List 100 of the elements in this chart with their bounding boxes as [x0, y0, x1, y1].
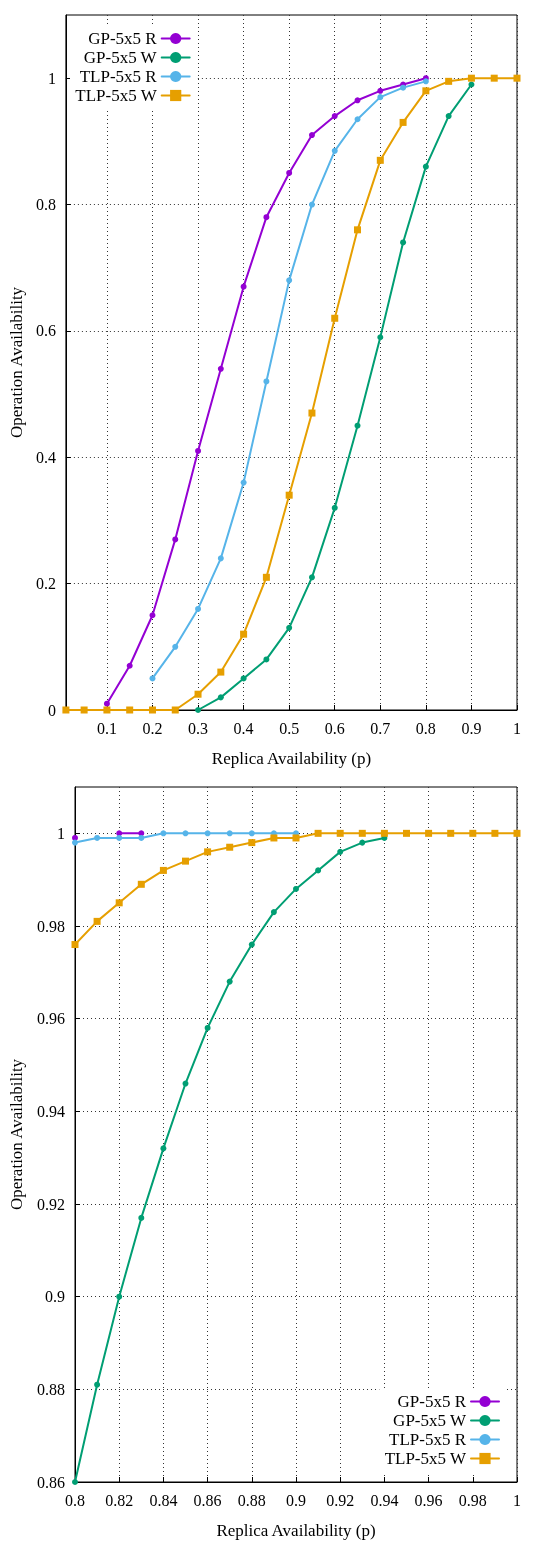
y-tick-label: 0.98	[37, 917, 65, 935]
point	[377, 334, 384, 341]
point	[194, 690, 202, 698]
y-tick-label: 0.8	[35, 196, 56, 214]
point	[469, 829, 477, 837]
point	[331, 504, 338, 511]
x-tick-label: 0.3	[188, 719, 209, 737]
point	[217, 668, 225, 676]
point	[425, 829, 433, 837]
point	[204, 830, 211, 837]
point	[331, 314, 339, 322]
point	[94, 1381, 101, 1388]
point	[137, 880, 145, 888]
point	[467, 74, 475, 82]
point	[513, 829, 521, 837]
point	[149, 612, 156, 619]
point	[377, 94, 384, 101]
point	[126, 662, 133, 669]
y-axis-title: Operation Availability	[7, 1058, 26, 1211]
point	[93, 917, 101, 925]
x-tick-label: 0.84	[149, 1491, 178, 1509]
legend-label: GP-5x5 W	[83, 48, 158, 67]
point	[376, 156, 384, 164]
point	[138, 834, 145, 841]
point	[172, 643, 179, 650]
point	[292, 834, 300, 842]
point	[148, 706, 156, 714]
x-tick-label: 0.94	[370, 1491, 399, 1509]
point	[354, 226, 362, 234]
point	[491, 829, 499, 837]
point	[314, 829, 322, 837]
point	[490, 74, 498, 82]
point	[422, 87, 430, 95]
legend-label: TLP-5x5 R	[389, 1430, 467, 1449]
point	[331, 113, 338, 120]
point	[115, 899, 123, 907]
y-tick-label: 0	[47, 701, 56, 719]
point	[72, 839, 78, 846]
point	[422, 163, 429, 170]
x-tick-label: 0.86	[193, 1491, 222, 1509]
point	[293, 885, 299, 892]
point	[468, 81, 475, 88]
point	[285, 491, 293, 499]
point	[217, 365, 224, 372]
legend-label: GP-5x5 W	[393, 1411, 467, 1430]
point	[308, 574, 315, 581]
point	[195, 605, 202, 612]
y-tick-label: 0.96	[37, 1010, 65, 1028]
point	[248, 941, 255, 948]
point	[263, 656, 270, 663]
x-tick-label: 0.5	[279, 719, 300, 737]
y-tick-label: 0.88	[37, 1380, 65, 1398]
point	[159, 866, 167, 874]
point	[103, 706, 111, 714]
x-axis-title: Replica Availability (p)	[216, 1521, 376, 1540]
y-tick-label: 0.86	[37, 1473, 65, 1491]
point	[337, 848, 344, 855]
legend-label: TLP-5x5 W	[75, 86, 158, 105]
point	[447, 829, 455, 837]
x-tick-label: 0.6	[324, 719, 345, 737]
point	[270, 909, 277, 916]
point	[286, 277, 293, 284]
point	[380, 829, 388, 837]
point	[286, 624, 293, 631]
point	[354, 97, 361, 104]
point	[240, 675, 247, 682]
point	[138, 1214, 145, 1221]
y-axis-title: Operation Availability	[7, 286, 26, 439]
point	[270, 834, 278, 842]
point	[248, 839, 256, 847]
point	[354, 116, 361, 123]
point	[172, 536, 179, 543]
point	[160, 1145, 167, 1152]
point	[263, 378, 270, 385]
y-tick-label: 0.2	[35, 575, 56, 593]
x-tick-label: 0.1	[96, 719, 117, 737]
legend-label: TLP-5x5 W	[384, 1449, 467, 1468]
point	[116, 834, 123, 841]
point	[399, 118, 407, 126]
point	[94, 834, 101, 841]
y-tick-label: 0.92	[37, 1195, 65, 1213]
point	[400, 239, 407, 246]
x-axis-title: Replica Availability (p)	[211, 749, 372, 768]
point	[445, 113, 452, 120]
point	[308, 409, 316, 417]
point	[160, 830, 167, 837]
point	[240, 283, 247, 290]
y-tick-label: 0.9	[45, 1288, 65, 1306]
point	[71, 941, 79, 949]
x-tick-label: 1	[513, 719, 521, 737]
y-tick-label: 0.6	[35, 322, 56, 340]
y-tick-label: 0.94	[37, 1102, 65, 1120]
point	[226, 830, 233, 837]
point	[195, 447, 202, 454]
point	[377, 87, 384, 94]
point	[62, 706, 70, 714]
point	[248, 830, 255, 837]
point	[182, 857, 189, 865]
point	[126, 706, 134, 714]
point	[359, 839, 366, 846]
